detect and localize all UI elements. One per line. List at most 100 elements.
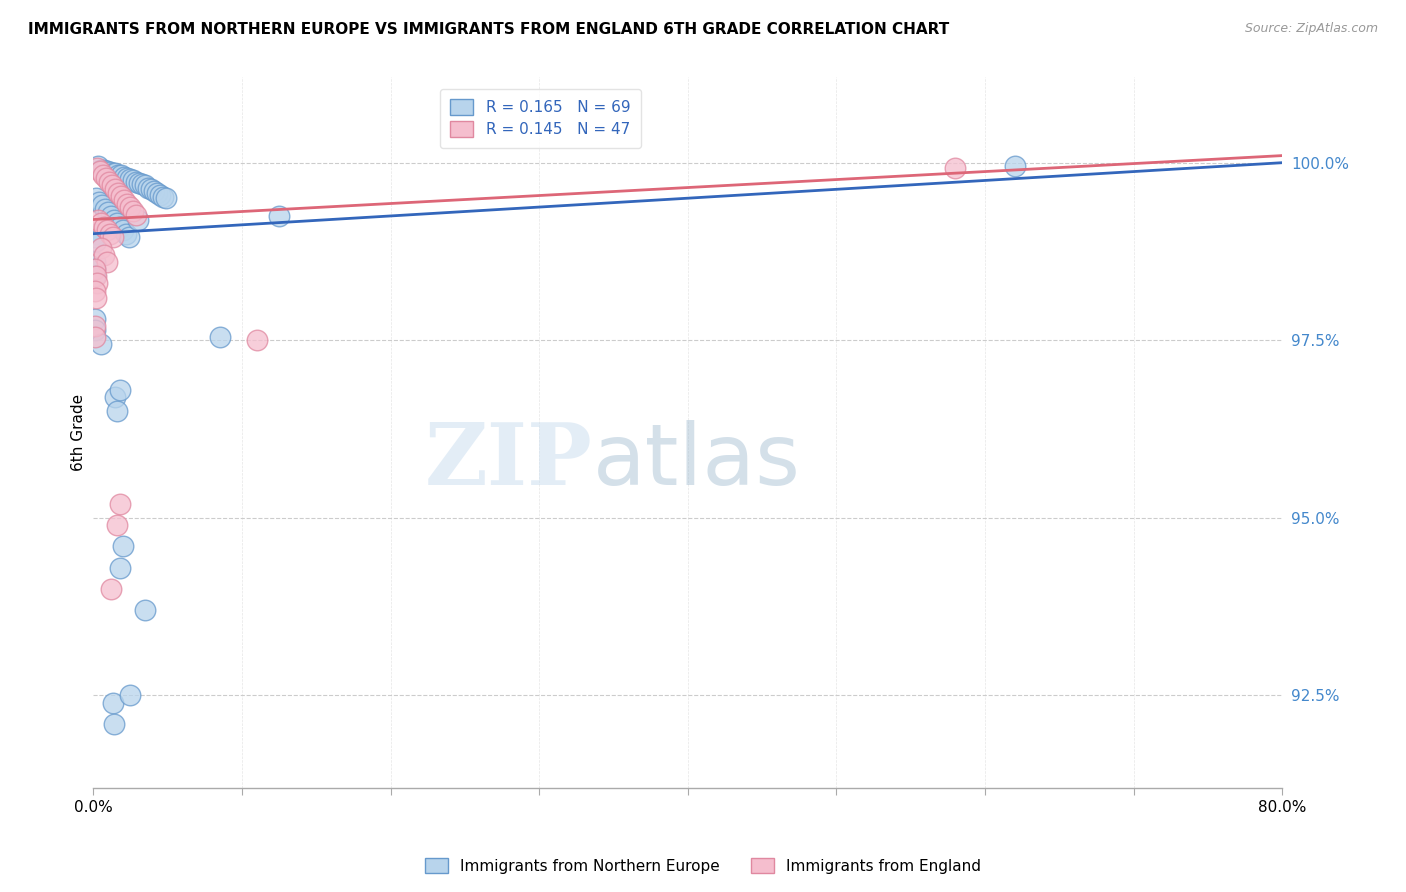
- Point: [131, 177, 153, 191]
- Point: [103, 716, 125, 731]
- Point: [107, 168, 129, 182]
- Point: [101, 696, 124, 710]
- Point: [146, 186, 169, 200]
- Point: [86, 277, 108, 291]
- Point: [121, 204, 143, 219]
- Point: [120, 689, 142, 703]
- Point: [91, 169, 114, 183]
- Point: [84, 284, 107, 298]
- Legend: R = 0.165   N = 69, R = 0.145   N = 47: R = 0.165 N = 69, R = 0.145 N = 47: [440, 88, 641, 148]
- Point: [110, 169, 132, 183]
- Point: [267, 209, 290, 223]
- Point: [84, 230, 107, 244]
- Point: [105, 517, 128, 532]
- Point: [208, 329, 231, 343]
- Point: [108, 219, 131, 234]
- Point: [86, 161, 108, 176]
- Point: [122, 173, 145, 187]
- Point: [110, 189, 132, 203]
- Point: [91, 198, 114, 212]
- Point: [84, 191, 107, 205]
- Point: [100, 178, 122, 193]
- Point: [100, 582, 122, 596]
- Point: [98, 227, 121, 241]
- Point: [90, 162, 112, 177]
- Point: [83, 255, 105, 269]
- Point: [125, 175, 148, 189]
- Legend: Immigrants from Northern Europe, Immigrants from England: Immigrants from Northern Europe, Immigra…: [419, 852, 987, 880]
- Point: [93, 162, 115, 177]
- Point: [107, 186, 129, 200]
- Point: [90, 241, 112, 255]
- Point: [127, 212, 149, 227]
- Y-axis label: 6th Grade: 6th Grade: [72, 394, 86, 471]
- Point: [84, 291, 107, 305]
- Point: [115, 227, 138, 241]
- Point: [1004, 159, 1026, 173]
- Point: [104, 166, 127, 180]
- Point: [84, 262, 107, 277]
- Point: [112, 169, 135, 184]
- Point: [108, 383, 131, 397]
- Point: [89, 194, 111, 209]
- Point: [97, 205, 120, 219]
- Point: [83, 312, 105, 326]
- Point: [111, 223, 134, 237]
- Point: [152, 190, 174, 204]
- Point: [86, 159, 108, 173]
- Point: [105, 404, 128, 418]
- Point: [94, 202, 117, 216]
- Point: [141, 182, 163, 196]
- Point: [945, 161, 967, 176]
- Point: [84, 262, 107, 277]
- Point: [124, 208, 146, 222]
- Point: [90, 216, 112, 230]
- Point: [84, 269, 107, 284]
- Point: [101, 230, 124, 244]
- Text: ZIP: ZIP: [425, 419, 593, 503]
- Point: [96, 223, 118, 237]
- Text: IMMIGRANTS FROM NORTHERN EUROPE VS IMMIGRANTS FROM ENGLAND 6TH GRADE CORRELATION: IMMIGRANTS FROM NORTHERN EUROPE VS IMMIG…: [28, 22, 949, 37]
- Point: [134, 603, 156, 617]
- Text: Source: ZipAtlas.com: Source: ZipAtlas.com: [1244, 22, 1378, 36]
- Point: [128, 176, 150, 190]
- Point: [120, 172, 142, 186]
- Point: [84, 269, 107, 284]
- Point: [112, 193, 135, 207]
- Point: [136, 180, 159, 194]
- Point: [89, 164, 111, 178]
- Point: [134, 178, 156, 193]
- Point: [100, 209, 122, 223]
- Point: [104, 182, 127, 196]
- Text: atlas: atlas: [593, 419, 800, 502]
- Point: [118, 230, 141, 244]
- Point: [108, 560, 131, 574]
- Point: [93, 248, 115, 262]
- Point: [86, 212, 108, 227]
- Point: [111, 539, 134, 553]
- Point: [117, 171, 139, 186]
- Point: [105, 216, 128, 230]
- Point: [96, 255, 118, 269]
- Point: [84, 234, 107, 248]
- Point: [246, 333, 269, 347]
- Point: [84, 329, 107, 343]
- Point: [149, 187, 172, 202]
- Point: [94, 171, 117, 186]
- Point: [118, 201, 141, 215]
- Point: [103, 212, 125, 227]
- Point: [115, 197, 138, 211]
- Point: [97, 175, 120, 189]
- Point: [104, 390, 127, 404]
- Point: [84, 323, 107, 337]
- Point: [90, 336, 112, 351]
- Point: [143, 184, 166, 198]
- Point: [83, 319, 105, 334]
- Point: [101, 166, 124, 180]
- Point: [96, 164, 118, 178]
- Point: [83, 227, 105, 241]
- Point: [93, 219, 115, 234]
- Point: [98, 165, 121, 179]
- Point: [108, 497, 131, 511]
- Point: [155, 191, 177, 205]
